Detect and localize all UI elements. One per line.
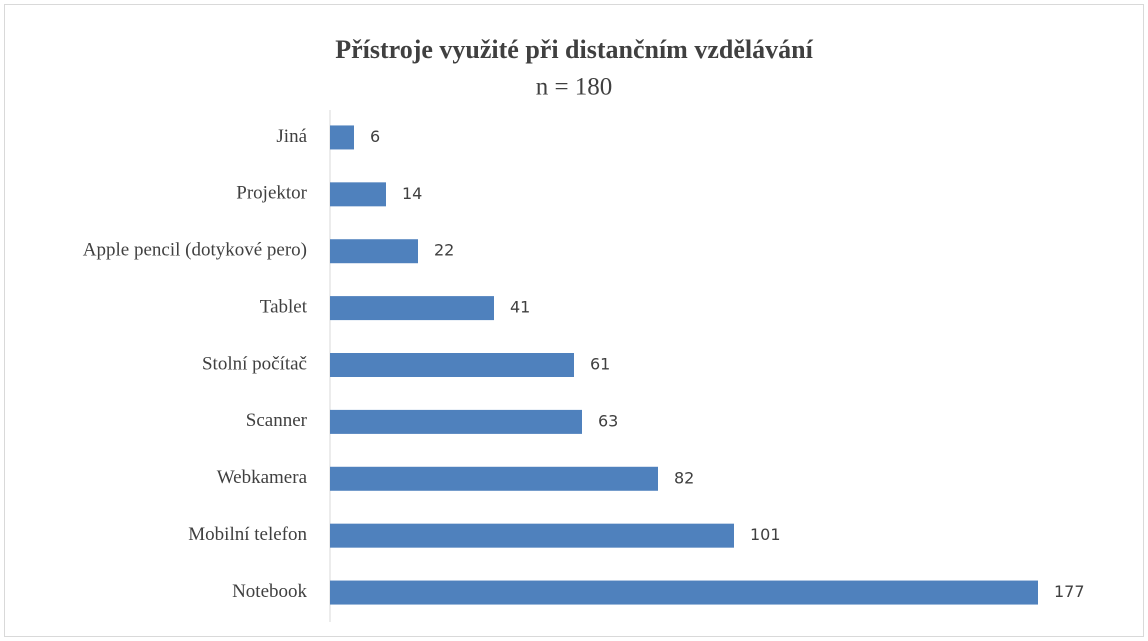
chart-title: Přístroje využité při distančním vzděláv… (335, 35, 813, 64)
data-label: 177 (1054, 582, 1085, 601)
data-label: 41 (510, 298, 530, 317)
bar (330, 353, 574, 377)
y-tick-label: Mobilní telefon (188, 524, 307, 545)
bar (330, 523, 734, 548)
data-label: 22 (434, 241, 454, 260)
y-tick-label: Tablet (260, 296, 308, 317)
y-tick-label: Apple pencil (dotykové pero) (83, 240, 307, 261)
bar (330, 466, 658, 491)
chart-subtitle: n = 180 (536, 74, 613, 101)
bar (330, 580, 1038, 605)
data-label: 61 (590, 355, 610, 374)
data-label: 63 (598, 411, 618, 430)
bar (330, 239, 418, 264)
y-tick-label: Webkamera (217, 467, 308, 488)
y-tick-label: Projektor (236, 183, 307, 204)
y-tick-label: Stolní počítač (202, 353, 307, 374)
bar (330, 182, 386, 207)
y-tick-label: Scanner (246, 410, 308, 431)
data-label: 14 (402, 184, 422, 203)
bar (330, 409, 582, 434)
data-label: 82 (674, 468, 694, 487)
data-label: 6 (370, 127, 380, 146)
data-label: 101 (750, 525, 781, 544)
bar (330, 125, 354, 150)
bar (330, 296, 494, 321)
y-tick-label: Notebook (232, 581, 307, 602)
y-tick-label: Jiná (276, 126, 307, 147)
